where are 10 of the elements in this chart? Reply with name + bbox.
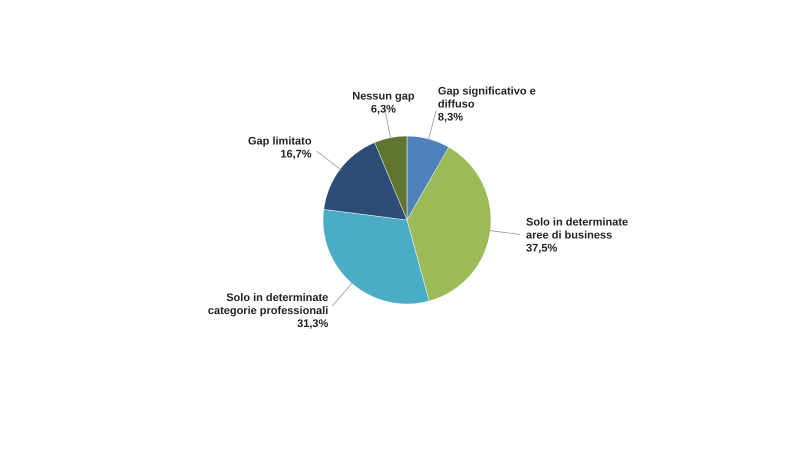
data-label: 37,5% bbox=[526, 242, 558, 255]
slice-label: Solo in determinate categorie professionali bbox=[208, 292, 328, 318]
data-label: 31,3% bbox=[297, 318, 328, 330]
slice-label: Gap significativo e diffuso bbox=[438, 86, 536, 111]
data-label: 8,3% bbox=[438, 112, 464, 124]
slice-label: Gap limitato bbox=[248, 135, 312, 148]
slice-label: Solo in determinate aree di business bbox=[526, 216, 628, 242]
slice-label: Nessun gap bbox=[352, 90, 415, 102]
data-label: 16,7% bbox=[280, 148, 312, 160]
data-label: 6,3% bbox=[370, 103, 396, 116]
